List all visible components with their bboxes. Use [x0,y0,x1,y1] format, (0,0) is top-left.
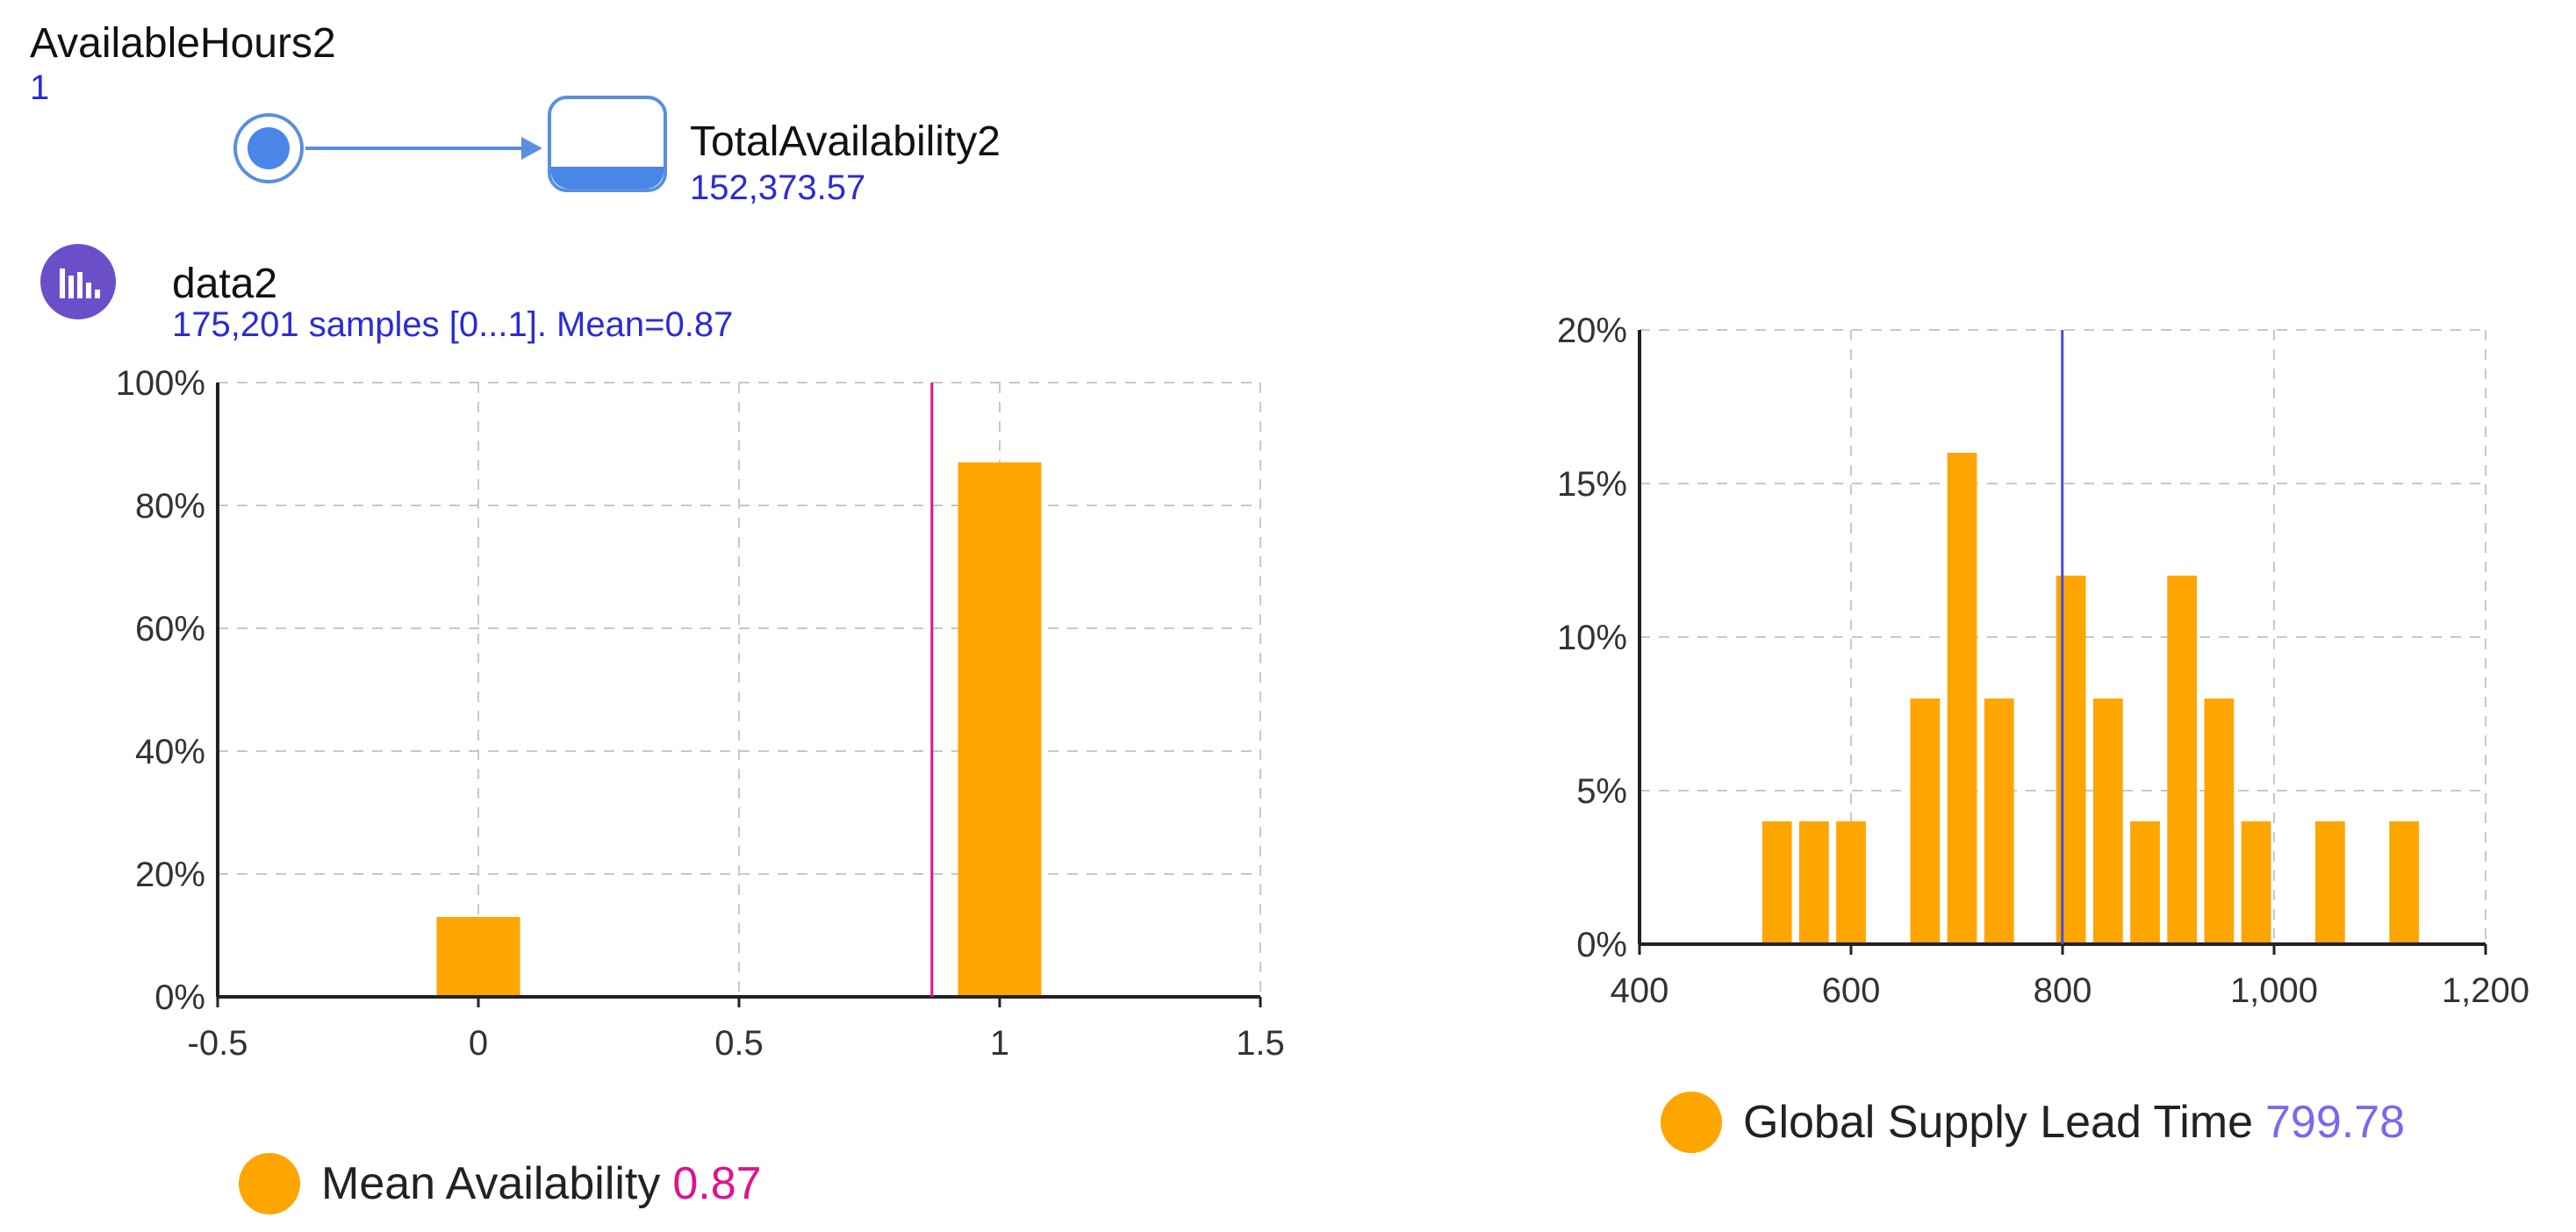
model-diagram [233,96,667,192]
stock-value: 152,373.57 [690,168,866,207]
y-tick-label: 60% [135,610,205,648]
x-tick-label: 1,200 [2442,971,2529,1010]
y-tick-label: 20% [1557,312,1627,350]
bar-1-11 [2241,821,2271,944]
dataset-summary: 175,201 samples [0...1]. Mean=0.87 [172,305,734,344]
y-tick-label: 40% [135,733,205,771]
bar-1-0 [1762,821,1792,944]
legend-mean-availability[interactable]: Mean Availability 0.87 [239,1153,762,1214]
x-tick-label: 1 [990,1024,1009,1063]
bar-1-10 [2204,698,2235,944]
bar-1-3 [1910,698,1941,944]
x-tick-label: 1,000 [2230,971,2318,1010]
source-name: AvailableHours2 [30,20,336,67]
bar-1-13 [2389,821,2420,944]
y-tick-label: 80% [135,487,205,526]
y-tick-label: 10% [1557,619,1627,657]
stock-name: TotalAvailability2 [690,118,1001,165]
legend-global-supply-lead-time[interactable]: Global Supply Lead Time 799.78 [1661,1092,2405,1153]
source-node-icon[interactable] [233,113,304,183]
source-value: 1 [30,68,50,107]
x-tick-label: 0 [469,1024,488,1063]
y-tick-label: 15% [1557,465,1627,504]
x-tick-label: 800 [2034,971,2092,1010]
legend-label: Mean Availability [321,1158,661,1209]
bar-1-8 [2130,821,2160,944]
x-tick-label: 0.5 [714,1024,764,1063]
bar-1-7 [2092,698,2123,944]
y-tick-label: 0% [154,978,205,1017]
x-tick-label: 600 [1822,971,1881,1010]
bar-1-12 [2314,821,2345,944]
mean-availability-histogram: 0% 20% 40% 60% 80% 100% -0.5 0 0.5 1 1.5 [116,364,1285,1063]
dataset-name: data2 [172,261,278,307]
flow-arrow-icon[interactable] [305,137,542,160]
x-tick-label: -0.5 [188,1024,248,1063]
bar-1-6 [2056,576,2086,944]
x-tick-label: 1.5 [1236,1024,1285,1063]
y-tick-label: 100% [116,364,205,403]
bar-1-9 [2167,576,2198,944]
stock-tank-icon[interactable] [548,96,667,192]
legend-value: 799.78 [2265,1097,2406,1148]
legend-label: Global Supply Lead Time [1743,1097,2254,1148]
legend-value: 0.87 [672,1158,762,1209]
y-tick-label: 20% [135,856,205,894]
supply-lead-time-histogram: 0% 5% 10% 15% 20% 400 600 800 1,000 1,200 [1557,312,2529,1010]
bar-1-2 [1836,821,1866,944]
histogram-data-icon[interactable] [39,242,118,321]
legend-swatch-icon [1661,1092,1722,1153]
bar-1-1 [1798,821,1829,944]
bar-0-0 [436,917,520,997]
bar-0-1 [958,462,1042,997]
legend-swatch-icon [239,1153,300,1214]
bar-1-5 [1984,698,2014,944]
y-tick-label: 0% [1576,926,1627,964]
y-tick-label: 5% [1576,772,1627,811]
x-tick-label: 400 [1611,971,1669,1010]
bar-1-4 [1947,453,1977,944]
